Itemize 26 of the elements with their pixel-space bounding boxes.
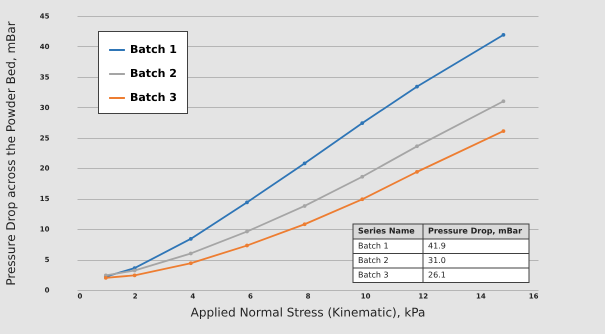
point xyxy=(360,121,364,126)
point xyxy=(502,129,506,133)
point xyxy=(360,197,364,202)
annotation: 26.1 xyxy=(428,270,446,280)
legend-label: Batch 2 xyxy=(130,67,177,80)
point xyxy=(132,274,136,278)
point xyxy=(502,99,506,104)
point xyxy=(188,261,193,266)
point xyxy=(360,174,364,179)
point xyxy=(245,200,249,204)
point xyxy=(245,244,249,248)
legend-label: Batch 3 xyxy=(130,91,177,104)
point xyxy=(245,230,249,234)
x-axis-title: Applied Normal Stress (Kinematic), kPa xyxy=(190,306,426,320)
point xyxy=(188,236,193,241)
point xyxy=(302,222,306,226)
point xyxy=(132,268,136,272)
point xyxy=(502,33,506,37)
point xyxy=(188,252,193,256)
legend-label: Batch 1 xyxy=(130,43,177,56)
point xyxy=(415,84,419,88)
y-axis-title: Pressure Drop across the Powder Bed, mBar xyxy=(4,21,18,286)
point xyxy=(302,204,306,208)
point xyxy=(415,170,419,174)
point xyxy=(302,161,306,166)
point xyxy=(415,144,419,148)
